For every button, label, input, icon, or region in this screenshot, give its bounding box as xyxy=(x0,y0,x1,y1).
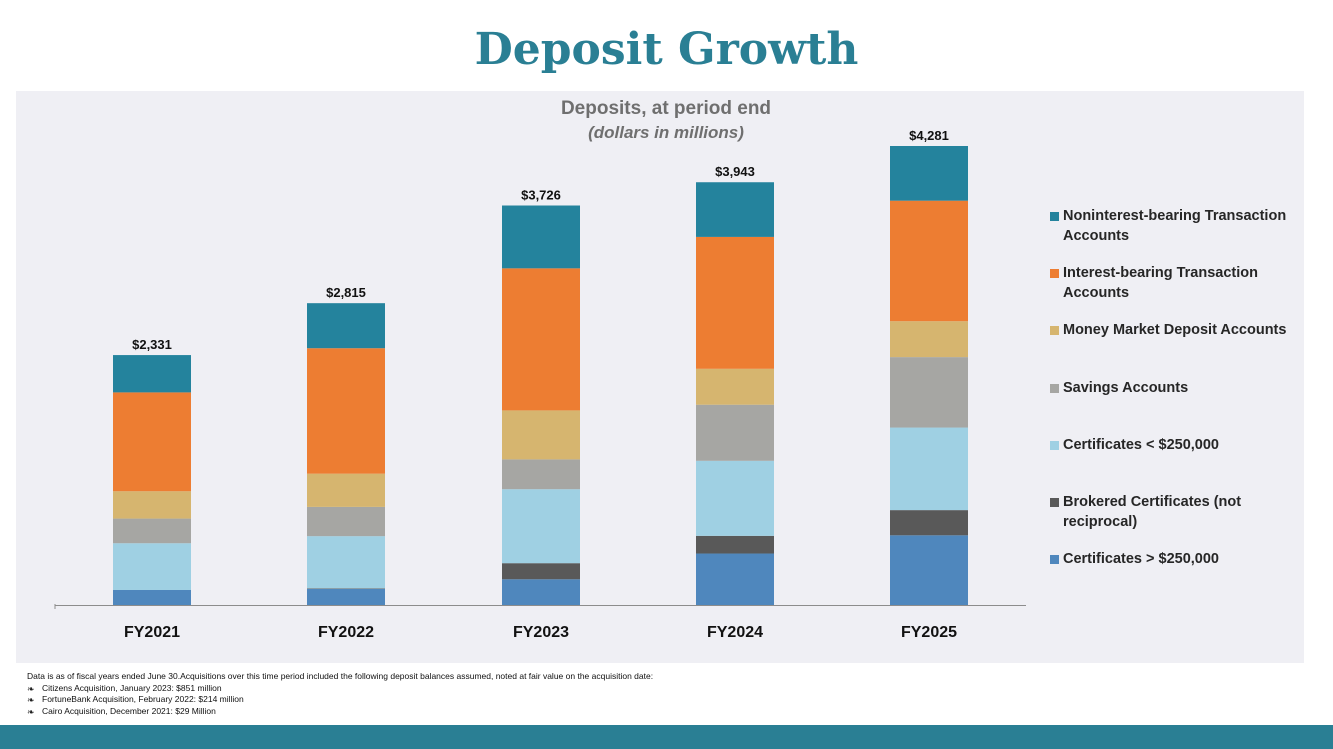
chart-subtitle: (dollars in millions) xyxy=(588,123,744,142)
bar-segment xyxy=(696,182,774,237)
footnotes: Data is as of fiscal years ended June 30… xyxy=(27,671,927,717)
bar-segment xyxy=(113,518,191,544)
bar-segment xyxy=(307,506,385,537)
leaf-bullet-icon: ❧ xyxy=(27,706,35,717)
bar-segment xyxy=(502,563,580,580)
legend-swatch xyxy=(1050,498,1059,507)
bar-segment xyxy=(113,589,191,605)
page-title: Deposit Growth xyxy=(474,24,859,75)
x-tick-label: FY2021 xyxy=(124,624,180,641)
footnote-item-text: Citizens Acquisition, January 2023: $851… xyxy=(42,682,222,693)
x-tick-label: FY2025 xyxy=(901,624,957,641)
legend-label: Brokered Certificates (not reciprocal) xyxy=(1063,494,1242,530)
bar-segment xyxy=(696,460,774,536)
chart-title: Deposits, at period end xyxy=(560,98,772,119)
legend-label: Interest-bearing Transaction Accounts xyxy=(1063,265,1258,301)
legend-swatch xyxy=(1050,384,1059,393)
legend-swatch xyxy=(1050,555,1059,564)
bar-total-label: $2,331 xyxy=(132,337,172,352)
bar-total-label: $3,726 xyxy=(521,188,561,203)
leaf-bullet-icon: ❧ xyxy=(27,683,35,694)
footnote-intro: Data is as of fiscal years ended June 30… xyxy=(27,671,654,681)
legend-label: Certificates > $250,000 xyxy=(1063,551,1219,567)
bar-segment xyxy=(307,588,385,605)
bar-segment xyxy=(890,427,968,511)
legend-swatch xyxy=(1050,212,1059,221)
legend-label: Certificates < $250,000 xyxy=(1063,437,1219,453)
footnote-item: ❧ Cairo Acquisition, December 2021: $29 … xyxy=(27,706,927,718)
bar-segment xyxy=(890,510,968,536)
bar-segment xyxy=(502,268,580,411)
x-tick-label: FY2022 xyxy=(318,624,374,641)
x-tick-label: FY2023 xyxy=(513,624,569,641)
leaf-bullet-icon: ❧ xyxy=(27,695,35,705)
bar-segment xyxy=(113,491,191,519)
bar-segment xyxy=(502,579,580,605)
legend-label: Noninterest-bearing Transaction Accounts xyxy=(1063,208,1287,244)
footnote-item-text: Cairo Acquisition, December 2021: $29 Mi… xyxy=(42,705,216,716)
bar-segment xyxy=(502,205,580,269)
footnote-item-text: FortuneBank Acquisition, February 2022: … xyxy=(42,694,244,704)
bar-segment xyxy=(502,410,580,460)
legend-swatch xyxy=(1050,269,1059,278)
chart-panel xyxy=(16,91,1304,663)
bar-segment xyxy=(696,404,774,461)
footnote-item: ❧ FortuneBank Acquisition, February 2022… xyxy=(27,694,927,706)
footer-bar xyxy=(0,725,1333,749)
bar-segment xyxy=(307,536,385,589)
bar-segment xyxy=(307,588,385,589)
bar-total-label: $3,943 xyxy=(715,164,755,179)
bar-total-label: $4,281 xyxy=(909,128,949,143)
bar-segment xyxy=(113,392,191,492)
legend-label: Money Market Deposit Accounts xyxy=(1063,322,1287,338)
legend-swatch xyxy=(1050,326,1059,335)
bar-segment xyxy=(696,368,774,405)
bar-segment xyxy=(113,543,191,590)
chart-legend: Noninterest-bearing Transaction Accounts… xyxy=(1050,0,1310,749)
bar-segment xyxy=(890,535,968,605)
bar-segment xyxy=(890,357,968,428)
bar-segment xyxy=(696,553,774,605)
legend-swatch xyxy=(1050,441,1059,450)
bar-segment xyxy=(502,489,580,564)
bar-segment xyxy=(890,200,968,322)
bar-segment xyxy=(696,535,774,554)
x-tick-label: FY2024 xyxy=(707,624,763,641)
bar-segment xyxy=(307,303,385,349)
bar-segment xyxy=(890,146,968,201)
bar-segment xyxy=(307,348,385,474)
legend-label: Savings Accounts xyxy=(1063,380,1189,396)
bar-segment xyxy=(696,236,774,369)
bar-segment xyxy=(113,355,191,393)
bar-segment xyxy=(890,321,968,358)
footnote-item: ❧ Citizens Acquisition, January 2023: $8… xyxy=(27,683,927,695)
bar-segment xyxy=(502,459,580,490)
bar-segment xyxy=(307,473,385,507)
bar-total-label: $2,815 xyxy=(326,285,366,300)
